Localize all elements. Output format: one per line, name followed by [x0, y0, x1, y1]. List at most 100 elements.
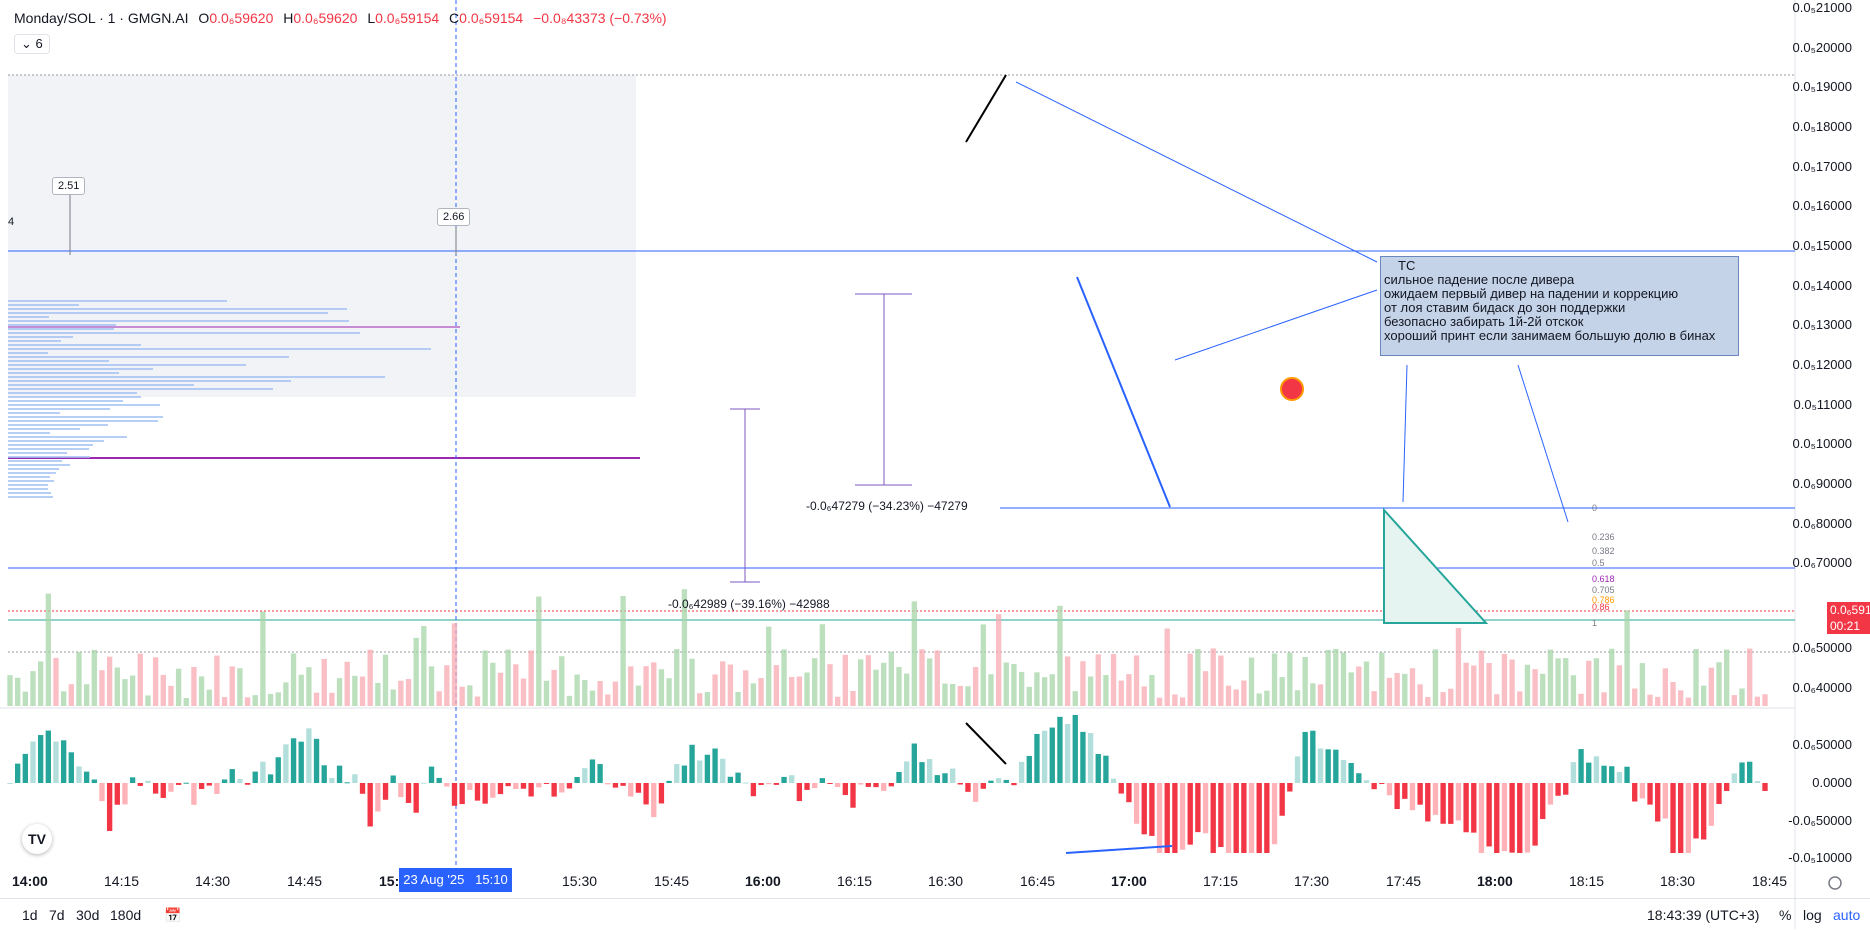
oscillator-bar	[1241, 783, 1247, 853]
measurement-label-1[interactable]: -0.0₆47279 (−34.23%) −47279	[806, 499, 968, 513]
volume-bar	[597, 681, 603, 706]
divergence-line-osc-low[interactable]	[1065, 845, 1173, 854]
time-label: 18:45	[1752, 873, 1788, 889]
volume-bar	[1708, 667, 1715, 706]
oscillator-bar	[528, 783, 534, 797]
oscillator-bar	[995, 778, 1002, 783]
oscillator-bar	[1034, 733, 1040, 783]
price-axis-label: 0.0₆50000	[1792, 640, 1852, 655]
volume-profile-row	[8, 396, 141, 398]
oscillator-bar	[53, 741, 59, 783]
oscillator-bar	[68, 752, 74, 783]
arrow-line-3[interactable]	[1402, 364, 1408, 503]
volume-profile-row	[8, 456, 90, 458]
range-30d-button[interactable]: 30d	[76, 907, 100, 923]
volume-bar	[1624, 610, 1630, 706]
oscillator-bar	[183, 782, 189, 784]
arrow-line-1[interactable]	[1015, 81, 1378, 263]
note-line: безопасно забирать 1й-2й отскок	[1384, 314, 1584, 329]
range-180d-button[interactable]: 180d	[110, 907, 142, 923]
volume-bar	[1233, 689, 1239, 706]
close-value: 0.0₆59154	[459, 10, 524, 26]
price-axis-label: 0.0₆80000	[1792, 516, 1852, 531]
volume-bar	[1149, 675, 1155, 706]
oscillator-bar	[1325, 749, 1331, 783]
oscillator-bar	[727, 776, 734, 783]
auto-scale-button[interactable]: auto	[1833, 907, 1861, 923]
price-axis-label: 0.0₅11000	[1793, 397, 1853, 412]
fib-level-705: 0.705	[1592, 585, 1615, 595]
oscillator-bar	[1271, 783, 1278, 845]
bubble-label-left[interactable]: 2.51	[52, 177, 86, 195]
oscillator-bar	[1149, 783, 1155, 836]
volume-bar	[896, 666, 902, 706]
percent-scale-button[interactable]: %	[1779, 907, 1792, 923]
oscillator-bar	[850, 783, 856, 808]
volume-bar	[1563, 658, 1569, 706]
oscillator-bar	[390, 775, 396, 783]
oscillator-bar	[865, 783, 872, 787]
oscillator-bar	[651, 783, 657, 818]
oscillator-bar	[1057, 716, 1063, 783]
range-7d-button[interactable]: 7d	[49, 907, 65, 923]
oscillator-bar	[804, 783, 810, 790]
volume-profile-row	[8, 352, 48, 354]
volume-bar	[1762, 694, 1768, 706]
indicators-toggle[interactable]: ⌄ 6	[14, 34, 50, 54]
strategy-note[interactable]: ТС сильное падение после дивера ожидаем …	[1380, 256, 1739, 356]
fib-level-786: 0.786	[1592, 595, 1615, 605]
volume-profile-row	[8, 388, 273, 390]
arrow-line-4[interactable]	[1517, 364, 1569, 523]
oscillator-bar	[1317, 748, 1324, 783]
volume-bar	[1524, 664, 1531, 706]
volume-bar	[1317, 684, 1324, 706]
fib-triangle[interactable]	[1383, 507, 1489, 624]
volume-bar	[175, 668, 182, 706]
volume-bar	[1701, 685, 1707, 706]
divergence-line-osc[interactable]	[965, 722, 1007, 765]
oscillator-bar	[796, 783, 803, 802]
calendar-goto-icon[interactable]: 📅	[164, 907, 182, 923]
oscillator-bar	[1593, 756, 1600, 783]
clock-timezone[interactable]: 18:43:39 (UTC+3)	[1647, 907, 1760, 923]
volume-bar	[160, 674, 166, 706]
volume-bar	[1371, 691, 1377, 706]
volume-bar	[735, 692, 741, 706]
volume-profile-row	[8, 476, 50, 478]
volume-bar	[198, 676, 205, 706]
emoji-marker-icon[interactable]	[1280, 377, 1304, 401]
range-1d-button[interactable]: 1d	[22, 907, 38, 923]
drop-trendline[interactable]	[1076, 276, 1171, 508]
oscillator-bar	[30, 741, 36, 783]
divergence-line-top[interactable]	[965, 74, 1007, 143]
oscillator-bar	[405, 783, 412, 803]
symbol-title[interactable]: Monday/SOL · 1 · GMGN.AI	[14, 10, 189, 26]
bubble-label-right[interactable]: 2.66	[437, 208, 471, 226]
settings-gear-icon[interactable]	[1828, 876, 1842, 890]
volume-bar	[620, 595, 626, 706]
oscillator-bar	[1264, 783, 1270, 853]
arrow-line-2[interactable]	[1174, 289, 1378, 361]
oscillator-bar	[382, 783, 389, 800]
fib-level-618: 0.618	[1592, 574, 1615, 584]
volume-profile-row	[8, 460, 62, 462]
high-value: 0.0₆59620	[293, 10, 358, 26]
note-line: хороший принт если занимаем большую долю…	[1384, 328, 1716, 343]
measurement-label-2[interactable]: -0.0₆42989 (−39.16%) −42988	[668, 597, 830, 611]
volume-profile-row	[8, 452, 67, 454]
volume-bar	[122, 679, 128, 706]
volume-profile-row	[8, 492, 51, 494]
volume-bar	[183, 697, 189, 706]
volume-profile-row	[8, 436, 127, 438]
oscillator-bar	[1448, 783, 1454, 824]
volume-bar	[1386, 677, 1393, 706]
volume-profile-row	[8, 356, 289, 358]
tradingview-logo[interactable]: TV	[22, 824, 52, 854]
volume-bar	[1241, 680, 1247, 706]
volume-bar	[237, 668, 243, 706]
log-scale-button[interactable]: log	[1803, 907, 1822, 923]
volume-bar	[68, 684, 74, 706]
oscillator-bar	[467, 783, 473, 790]
volume-profile-row	[8, 336, 73, 338]
